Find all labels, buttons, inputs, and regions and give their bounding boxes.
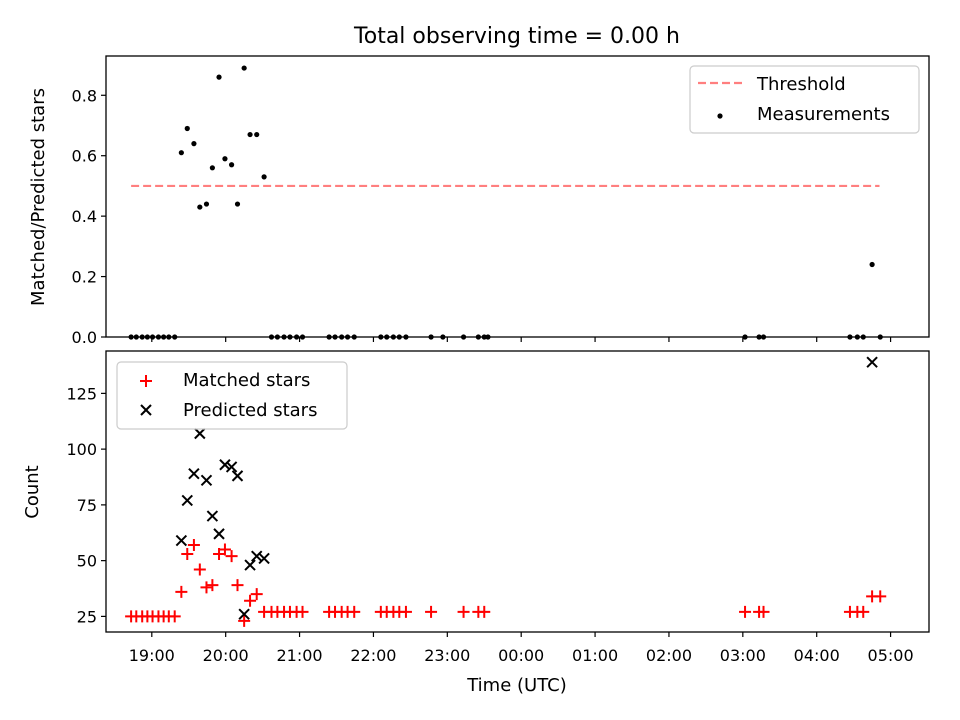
predicted-star-point — [213, 528, 225, 540]
matched-star-point — [187, 539, 200, 552]
legend-predicted-label: Predicted stars — [183, 400, 317, 421]
bottom-legend: Matched stars Predicted stars — [116, 361, 348, 430]
bottom-xtick-label: 19:00 — [129, 646, 175, 665]
bottom-legend-box — [116, 361, 348, 430]
top-ytick-label: 0.2 — [72, 268, 97, 287]
matched-star-point — [238, 614, 251, 627]
measurement-point — [209, 165, 215, 171]
matched-star-point — [168, 610, 181, 623]
bottom-ylabel: Count — [22, 465, 43, 518]
bottom-plot-area: 25 50 75 100 125 19:00 20:00 21:00 22:00 23:00 00:… — [66, 356, 914, 665]
bottom-xtick-label: 05:00 — [868, 646, 914, 665]
matched-star-point — [181, 547, 194, 560]
matched-star-point — [200, 581, 213, 594]
legend-measurements-label: Measurements — [757, 104, 890, 125]
matched-star-point — [757, 605, 770, 618]
top-ylabel: Matched/Predicted stars — [28, 88, 49, 306]
matched-star-point — [231, 579, 244, 592]
matched-star-point — [175, 585, 188, 598]
bottom-xtick-label: 00:00 — [498, 646, 544, 665]
measurement-point — [869, 261, 875, 268]
top-axes-frame — [105, 55, 930, 338]
bottom-ytick-label: 50 — [77, 552, 97, 571]
bottom-ytick-label: 75 — [77, 496, 97, 515]
measurement-point — [178, 150, 184, 156]
matched-star-point — [225, 550, 238, 563]
bottom-xlabel: Time (UTC) — [466, 675, 567, 696]
predicted-star-point — [866, 356, 878, 368]
predicted-star-point — [181, 494, 193, 507]
bottom-xtick-label: 04:00 — [794, 646, 840, 665]
bottom-ytick-label: 100 — [66, 440, 97, 459]
matched-star-point — [425, 605, 438, 618]
measurement-point — [261, 174, 267, 180]
top-ytick-label: 0.0 — [72, 328, 97, 347]
measurement-point — [241, 65, 247, 71]
matched-star-point — [348, 605, 361, 618]
bottom-xtick-label: 03:00 — [720, 646, 766, 665]
measurement-point — [228, 162, 235, 168]
bottom-xtick-label: 21:00 — [277, 646, 323, 665]
bottom-xtick-label: 20:00 — [203, 646, 249, 665]
predicted-star-point — [219, 459, 231, 471]
matched-star-point — [250, 588, 263, 601]
predicted-star-point — [238, 608, 250, 620]
matched-star-point — [218, 543, 231, 556]
top-title: Total observing time = 0.00 h — [353, 24, 680, 49]
measurement-point — [197, 204, 203, 210]
bottom-xtick-label: 01:00 — [572, 646, 618, 665]
matched-star-point — [399, 605, 412, 618]
top-legend: Threshold Measurements — [689, 65, 920, 134]
matched-star-point — [193, 563, 206, 576]
top-ytick-label: 0.8 — [72, 86, 97, 105]
measurement-point — [247, 131, 253, 138]
top-legend-box — [689, 65, 920, 134]
predicted-star-point — [258, 552, 270, 565]
measurement-point — [222, 156, 228, 162]
bottom-ytick-label: 25 — [77, 607, 97, 626]
legend-measurements-swatch — [717, 113, 723, 119]
legend-matched-label: Matched stars — [183, 370, 310, 391]
measurement-point — [216, 74, 222, 80]
predicted-star-point — [175, 534, 188, 547]
matched-star-point — [206, 579, 219, 592]
legend-predicted-swatch — [140, 404, 152, 416]
matched-star-point — [478, 605, 491, 618]
bottom-ytick-label: 125 — [66, 384, 97, 403]
measurement-point — [234, 201, 241, 207]
top-ytick-label: 0.6 — [72, 147, 97, 166]
measurement-point — [254, 131, 260, 138]
predicted-star-point — [206, 510, 219, 522]
top-ytick-label: 0.4 — [72, 207, 97, 226]
predicted-star-point — [251, 550, 263, 562]
predicted-star-point — [231, 470, 244, 482]
predicted-star-point — [194, 427, 206, 440]
bottom-xtick-label: 23:00 — [424, 646, 470, 665]
predicted-star-point — [244, 559, 256, 571]
legend-matched-swatch — [140, 375, 152, 387]
predicted-star-point — [200, 474, 213, 487]
matched-star-point — [296, 605, 309, 618]
top-panel: Total observing time = 0.00 h Matched/Pr… — [28, 24, 930, 347]
predicted-star-point — [225, 461, 238, 473]
bottom-xtick-label: 22:00 — [350, 646, 396, 665]
measurement-point — [184, 125, 190, 132]
bottom-axes-frame — [105, 350, 930, 633]
predicted-star-point — [188, 467, 200, 480]
matched-star-point — [457, 605, 470, 618]
matched-star-point — [739, 605, 752, 618]
bottom-xtick-label: 02:00 — [646, 646, 692, 665]
matched-star-point — [244, 594, 257, 607]
legend-threshold-label: Threshold — [756, 74, 846, 95]
measurement-point — [203, 201, 210, 207]
matched-star-point — [857, 605, 870, 618]
matched-star-point — [874, 590, 887, 603]
measurement-point — [191, 141, 197, 147]
